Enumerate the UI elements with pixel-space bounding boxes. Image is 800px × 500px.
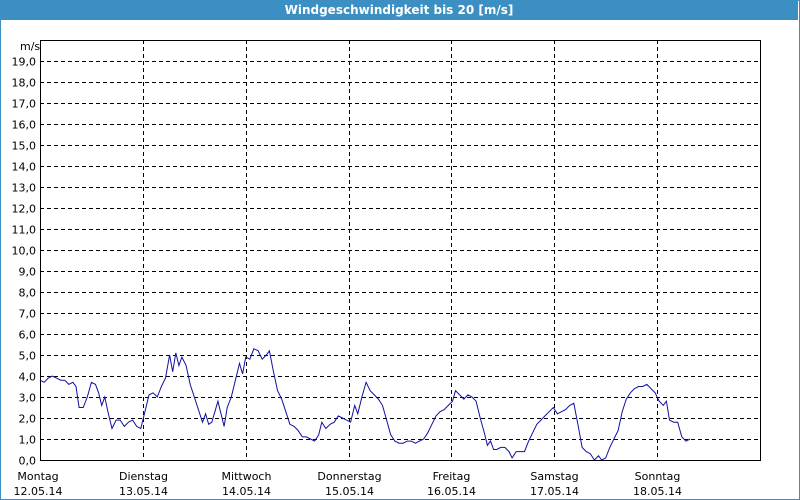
x-tick-day: Sonntag: [635, 470, 681, 483]
y-tick-label: 6,0: [19, 329, 37, 342]
y-tick-label: 18,0: [12, 77, 37, 90]
y-tick-label: 12,0: [12, 203, 37, 216]
y-tick-label: 16,0: [12, 119, 37, 132]
y-tick-label: 4,0: [19, 371, 37, 384]
x-tick-date: 16.05.14: [427, 485, 476, 498]
x-tick-labels: Montag 12.05.14 Dienstag 13.05.14 Mittwoch 14…: [14, 470, 682, 498]
y-tick-label: 17,0: [12, 98, 37, 111]
y-tick-label: 9,0: [19, 266, 37, 279]
y-tick-label: 1,0: [19, 434, 37, 447]
y-tick-label: 11,0: [12, 224, 37, 237]
x-tick-date: 15.05.14: [325, 485, 374, 498]
series-line-wind-speed: [39, 348, 691, 461]
x-tick-date: 12.05.14: [14, 485, 63, 498]
y-tick-labels: 0,0 1,0 2,0 3,0 4,0 5,0 6,0 7,0 8,0 9,0 10,0 11,0 12…: [12, 56, 37, 468]
x-tick-date: 17.05.14: [530, 485, 579, 498]
y-tick-label: 15,0: [12, 140, 37, 153]
x-tick-day: Donnerstag: [317, 470, 381, 483]
x-tick-day: Samstag: [530, 470, 578, 483]
chart-title: Windgeschwindigkeit bis 20 [m/s]: [0, 0, 798, 20]
y-tick-label: 0,0: [19, 455, 37, 468]
y-tick-label: 5,0: [19, 350, 37, 363]
y-tick-label: 13,0: [12, 182, 37, 195]
grid: [40, 40, 760, 460]
y-tick-label: 19,0: [12, 56, 37, 69]
y-tick-label: 8,0: [19, 287, 37, 300]
x-tick-day: Dienstag: [119, 470, 168, 483]
x-tick-day: Freitag: [433, 470, 471, 483]
y-tick-label: 3,0: [19, 392, 37, 405]
x-tick-date: 14.05.14: [222, 485, 271, 498]
y-tick-label: 10,0: [12, 245, 37, 258]
x-tick-date: 13.05.14: [119, 485, 168, 498]
y-tick-label: 2,0: [19, 413, 37, 426]
x-tick-day: Montag: [17, 470, 58, 483]
y-tick-label: 7,0: [19, 308, 37, 321]
x-tick-day: Mittwoch: [222, 470, 272, 483]
x-tick-date: 18.05.14: [633, 485, 682, 498]
y-axis-label: m/s: [20, 40, 40, 53]
plot-area: [40, 40, 761, 461]
y-tick-label: 14,0: [12, 161, 37, 174]
